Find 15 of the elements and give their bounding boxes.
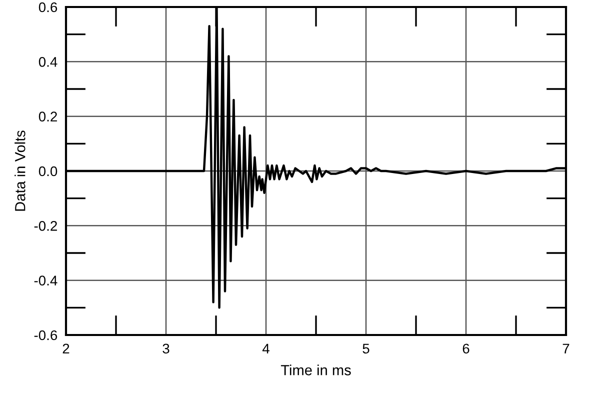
x-tick-label: 2 (62, 344, 70, 354)
x-tick-label: 7 (562, 344, 570, 354)
y-axis-title: Data in Volts (14, 130, 26, 211)
y-tick-label: -0.6 (34, 330, 58, 340)
x-tick-label: 5 (362, 344, 370, 354)
y-tick-label: 0.2 (38, 112, 57, 122)
y-tick-label: 0.4 (38, 57, 58, 67)
y-tick-label: -0.2 (34, 221, 57, 231)
y-tick-label: 0.0 (38, 166, 58, 176)
x-tick-label: 4 (262, 344, 270, 354)
x-tick-label: 3 (162, 344, 170, 354)
y-tick-label: -0.4 (34, 276, 58, 286)
x-axis-title: Time in ms (280, 364, 351, 376)
x-tick-label: 6 (462, 344, 470, 354)
y-tick-label: 0.6 (38, 2, 58, 12)
